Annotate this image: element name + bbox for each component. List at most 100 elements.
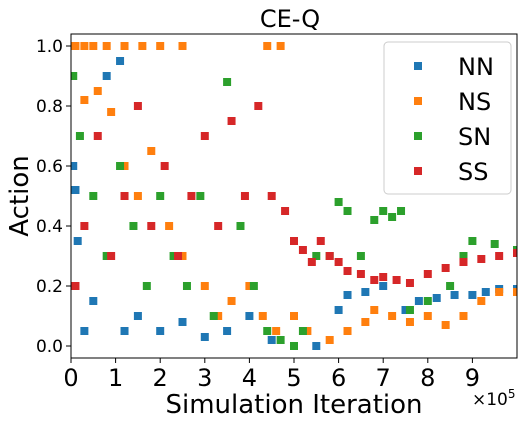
legend: NN NS SN SS bbox=[383, 41, 512, 195]
data-point bbox=[423, 312, 432, 320]
y-tick-label: 0.0 bbox=[36, 337, 63, 357]
data-point bbox=[196, 192, 205, 200]
data-point bbox=[432, 294, 441, 302]
data-point bbox=[178, 252, 187, 260]
data-point bbox=[80, 42, 89, 50]
data-point bbox=[93, 132, 102, 140]
data-point bbox=[120, 162, 129, 170]
legend-label: NS bbox=[458, 88, 491, 116]
data-point bbox=[414, 297, 423, 305]
data-point bbox=[267, 192, 276, 200]
data-point bbox=[71, 186, 80, 194]
data-point bbox=[147, 147, 156, 155]
data-point bbox=[107, 108, 116, 116]
data-point bbox=[138, 42, 147, 50]
data-point bbox=[450, 291, 459, 299]
data-point bbox=[397, 207, 406, 215]
x-tick-label: 9 bbox=[465, 364, 480, 392]
data-point bbox=[459, 312, 468, 320]
data-point bbox=[334, 198, 343, 206]
data-point bbox=[267, 336, 276, 344]
data-point bbox=[361, 318, 370, 326]
data-point bbox=[513, 249, 517, 257]
data-point bbox=[312, 252, 321, 260]
data-point bbox=[258, 312, 267, 320]
data-point bbox=[298, 246, 307, 254]
x-tick-label: 2 bbox=[153, 364, 168, 392]
data-point bbox=[254, 102, 263, 110]
data-point bbox=[334, 306, 343, 314]
data-point bbox=[343, 207, 352, 215]
data-point bbox=[290, 342, 298, 350]
data-point bbox=[379, 207, 388, 215]
data-point bbox=[307, 258, 316, 266]
data-point bbox=[343, 327, 352, 335]
data-point bbox=[209, 312, 218, 320]
y-tick-label: 0.8 bbox=[36, 97, 63, 117]
data-point bbox=[477, 255, 486, 263]
data-point bbox=[481, 288, 490, 296]
data-point bbox=[156, 192, 165, 200]
legend-label: NN bbox=[458, 53, 494, 81]
data-point bbox=[107, 252, 116, 260]
data-point bbox=[290, 312, 298, 320]
data-point bbox=[405, 279, 414, 287]
data-point bbox=[401, 306, 410, 314]
data-point bbox=[459, 258, 468, 266]
x-tick-label: 7 bbox=[376, 364, 391, 392]
legend-label: SS bbox=[458, 158, 488, 186]
data-point bbox=[227, 297, 236, 305]
data-point bbox=[223, 327, 232, 335]
data-point bbox=[129, 222, 138, 230]
data-point bbox=[312, 342, 321, 350]
data-point bbox=[290, 237, 298, 245]
data-point bbox=[388, 213, 397, 221]
data-point bbox=[174, 252, 183, 260]
y-tick-label: 0.2 bbox=[36, 277, 63, 297]
data-point bbox=[356, 270, 365, 278]
data-point bbox=[160, 162, 169, 170]
x-axis-label: Simulation Iteration bbox=[165, 390, 422, 420]
legend-marker bbox=[414, 167, 422, 175]
data-point bbox=[245, 312, 254, 320]
series-sn bbox=[71, 72, 517, 350]
data-point bbox=[133, 192, 142, 200]
data-point bbox=[156, 42, 165, 50]
data-point bbox=[325, 336, 334, 344]
data-point bbox=[102, 72, 111, 80]
data-point bbox=[75, 132, 84, 140]
data-point bbox=[423, 297, 432, 305]
data-point bbox=[71, 282, 80, 290]
data-point bbox=[325, 252, 334, 260]
y-tick-label: 0.6 bbox=[36, 157, 63, 177]
x-tick-label: 1 bbox=[108, 364, 123, 392]
data-point bbox=[379, 273, 388, 281]
data-point bbox=[370, 306, 379, 314]
data-point bbox=[468, 237, 477, 245]
x-tick-label: 8 bbox=[420, 364, 435, 392]
data-point bbox=[71, 162, 78, 170]
data-point bbox=[441, 321, 450, 329]
data-point bbox=[303, 327, 312, 335]
data-point bbox=[102, 252, 111, 260]
data-point bbox=[272, 327, 281, 335]
data-point bbox=[405, 318, 414, 326]
data-point bbox=[370, 216, 379, 224]
data-point bbox=[276, 336, 285, 344]
data-point bbox=[116, 162, 125, 170]
data-point bbox=[120, 327, 129, 335]
data-point bbox=[495, 288, 504, 296]
data-point bbox=[223, 78, 232, 86]
plot-area bbox=[71, 42, 517, 350]
legend-box bbox=[383, 41, 512, 195]
data-point bbox=[89, 192, 98, 200]
data-point bbox=[178, 318, 187, 326]
data-point bbox=[80, 327, 89, 335]
data-point bbox=[200, 132, 209, 140]
data-point bbox=[187, 192, 196, 200]
data-point bbox=[263, 327, 272, 335]
data-point bbox=[263, 42, 272, 50]
data-point bbox=[513, 288, 517, 296]
data-point bbox=[120, 42, 129, 50]
